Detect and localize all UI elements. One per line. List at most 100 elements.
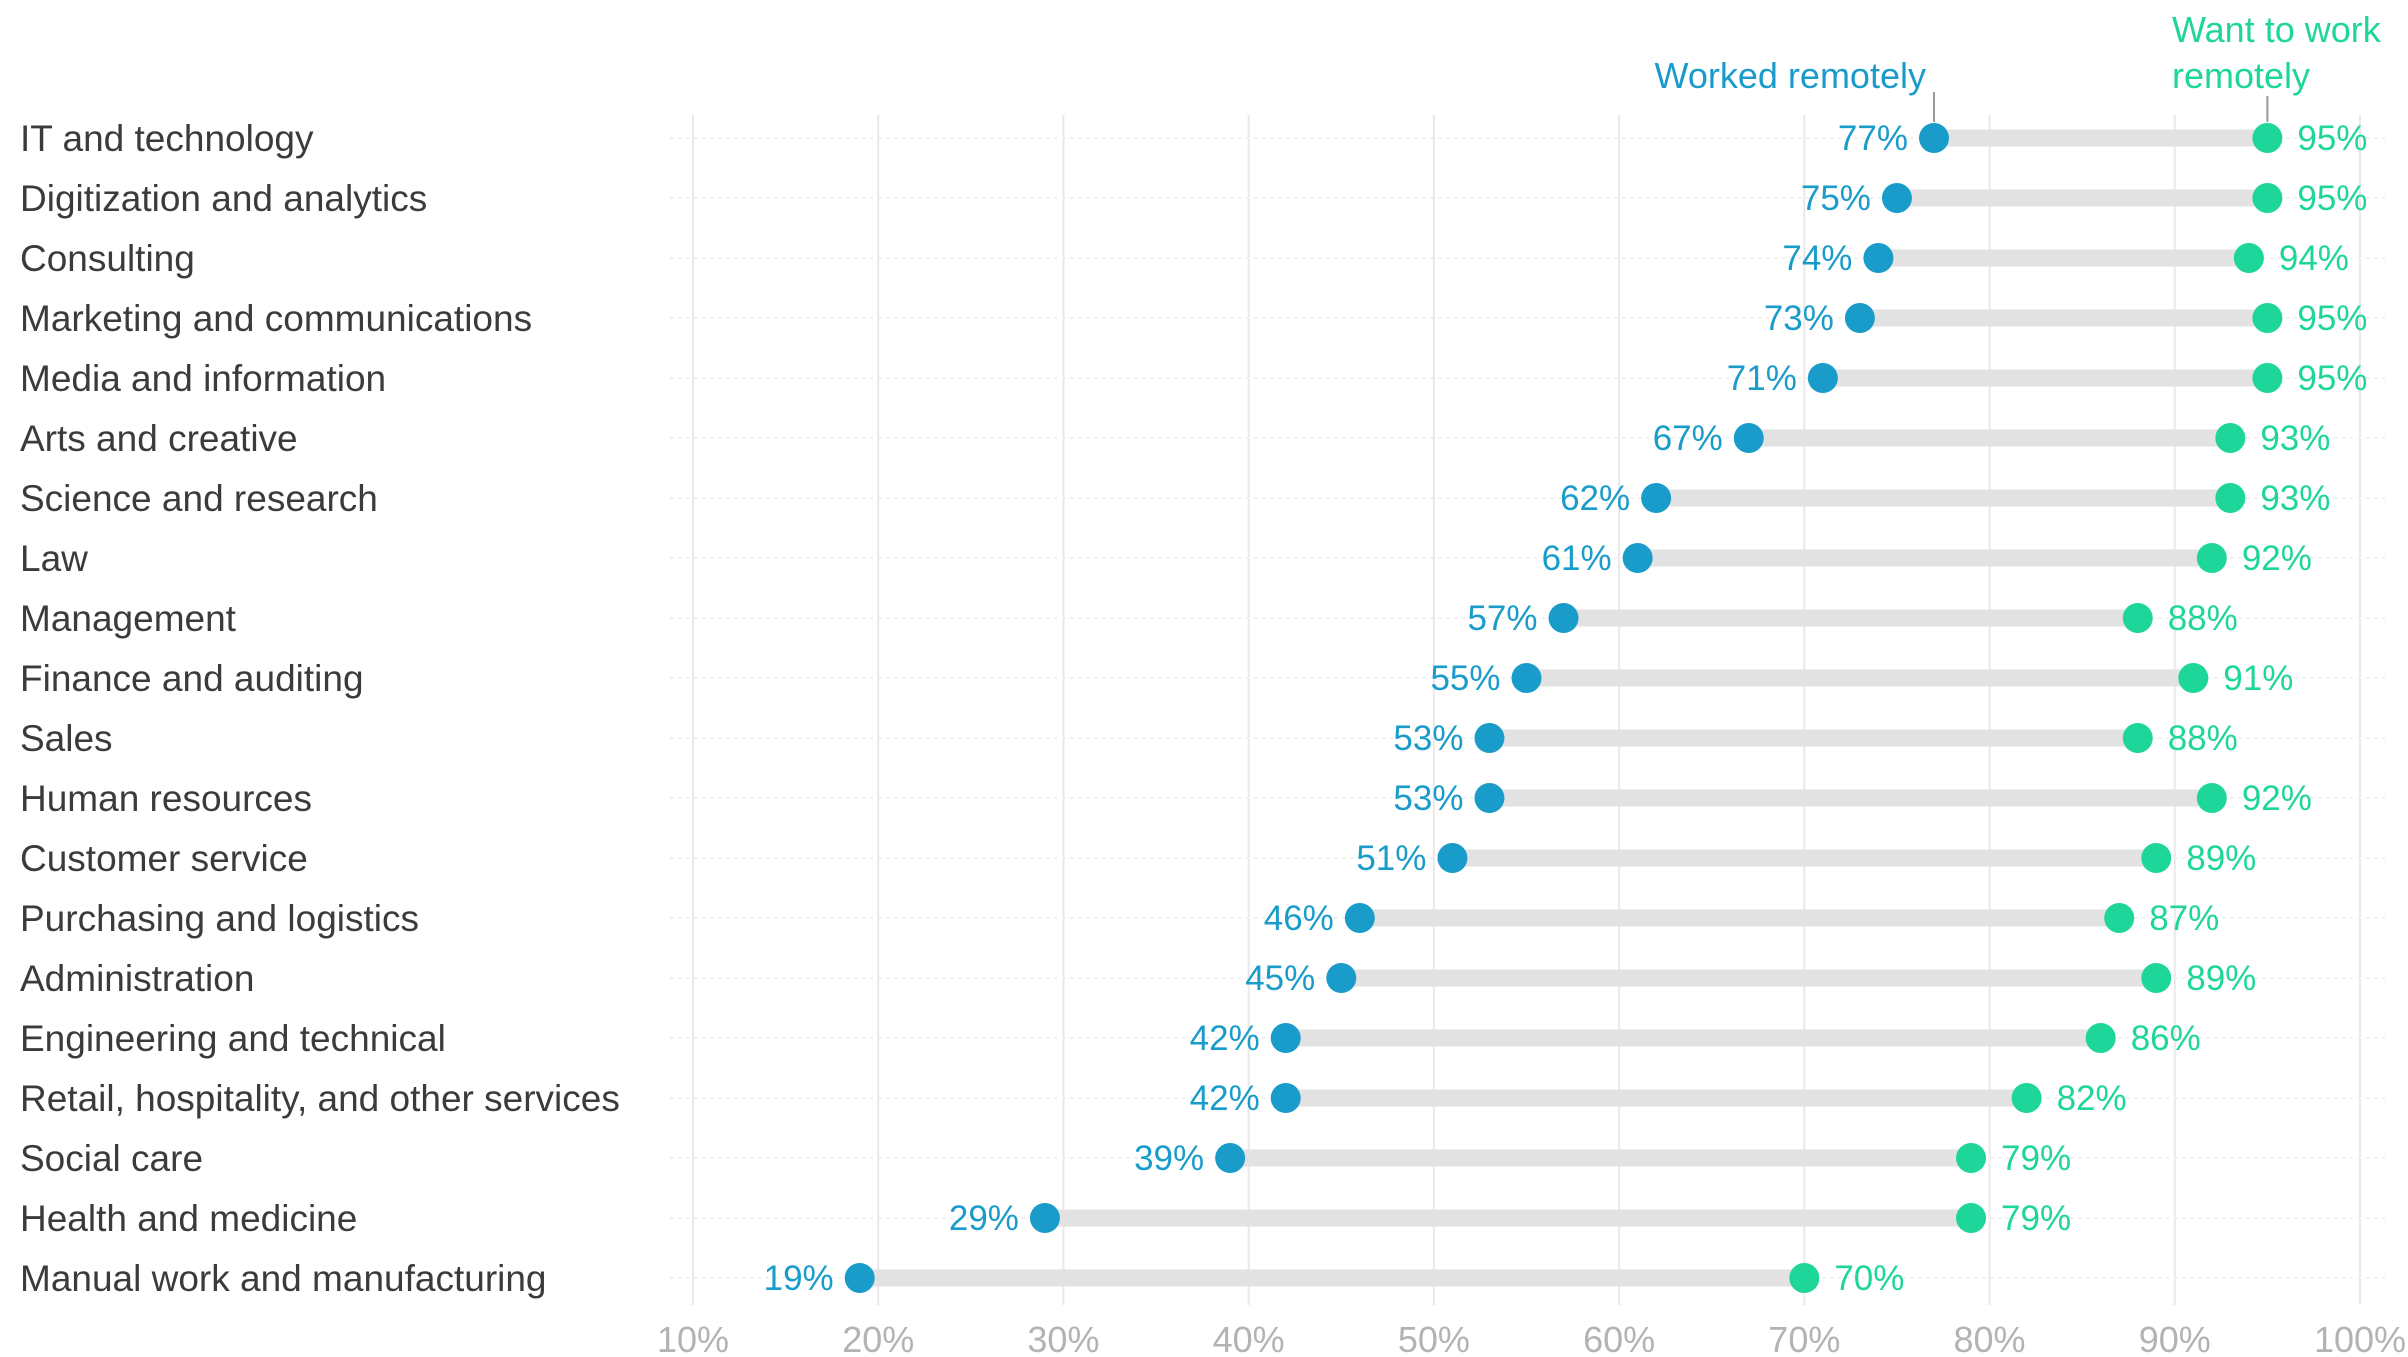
want-point (2252, 303, 2283, 333)
want-value-label: 95% (2297, 179, 2367, 218)
worked-point (1344, 903, 1375, 933)
worked-point (1733, 423, 1764, 453)
want-value-label: 92% (2242, 779, 2312, 818)
want-value-label: 89% (2186, 959, 2256, 998)
worked-point (844, 1263, 875, 1293)
worked-point (1437, 843, 1468, 873)
worked-point (1474, 723, 1505, 753)
gridlines (692, 115, 2361, 1305)
x-tick-label: 80% (1954, 1319, 2026, 1357)
worked-value-label: 57% (1467, 599, 1537, 638)
want-point (1789, 1263, 1820, 1293)
want-point (2215, 423, 2246, 453)
worked-value-label: 62% (1560, 479, 1630, 518)
worked-value-label: 53% (1393, 719, 1463, 758)
want-value-label: 94% (2279, 239, 2349, 278)
x-tick-label: 20% (842, 1319, 914, 1357)
worked-value-label: 61% (1542, 539, 1612, 578)
worked-value-label: 19% (764, 1259, 834, 1298)
category-label: Science and research (20, 478, 378, 519)
category-label: Health and medicine (20, 1198, 357, 1239)
worked-point (1918, 123, 1949, 153)
worked-value-label: 67% (1653, 419, 1723, 458)
worked-value-label: 75% (1801, 179, 1871, 218)
want-point (2196, 783, 2227, 813)
want-value-label: 82% (2057, 1079, 2127, 1118)
worked-value-label: 39% (1134, 1139, 1204, 1178)
category-label: Social care (20, 1138, 203, 1179)
category-label: Human resources (20, 778, 312, 819)
worked-point (1548, 603, 1579, 633)
want-point (2233, 243, 2264, 273)
x-tick-label: 50% (1398, 1319, 1470, 1357)
worked-point (1270, 1083, 1301, 1113)
x-axis-ticks: 10% 20% 30% 40% 50% 60% 70% 80% 90% 100% (657, 1319, 2406, 1357)
x-tick-label: 100% (2314, 1319, 2406, 1357)
want-value-label: 88% (2168, 599, 2238, 638)
want-point (2178, 663, 2209, 693)
x-tick-label: 60% (1583, 1319, 1655, 1357)
x-tick-label: 70% (1768, 1319, 1840, 1357)
worked-point (1326, 963, 1357, 993)
want-point (1956, 1203, 1987, 1233)
category-label: Administration (20, 958, 254, 999)
want-point (2141, 843, 2172, 873)
worked-value-label: 53% (1393, 779, 1463, 818)
want-value-label: 79% (2001, 1139, 2071, 1178)
want-point (2122, 723, 2153, 753)
legend-want-line-2: remotely (2172, 55, 2310, 96)
want-value-label: 95% (2297, 299, 2367, 338)
x-tick-label: 90% (2139, 1319, 2211, 1357)
category-label: Engineering and technical (20, 1018, 446, 1059)
want-value-label: 86% (2131, 1019, 2201, 1058)
worked-point (1807, 363, 1838, 393)
worked-value-label: 29% (949, 1199, 1019, 1238)
category-label: Manual work and manufacturing (20, 1258, 547, 1299)
want-value-label: 70% (1834, 1259, 1904, 1298)
legend: Worked remotely Want to work remotely (1655, 9, 2382, 122)
worked-value-label: 74% (1782, 239, 1852, 278)
worked-value-label: 77% (1838, 119, 1908, 158)
want-point (2252, 363, 2283, 393)
category-label: Retail, hospitality, and other services (20, 1078, 620, 1119)
want-point (2104, 903, 2135, 933)
x-tick-label: 40% (1213, 1319, 1285, 1357)
category-label: Media and information (20, 358, 386, 399)
x-tick-label: 10% (657, 1319, 729, 1357)
want-value-label: 89% (2186, 839, 2256, 878)
category-label: Consulting (20, 238, 195, 279)
want-value-label: 79% (2001, 1199, 2071, 1238)
worked-value-label: 73% (1764, 299, 1834, 338)
worked-value-label: 45% (1245, 959, 1315, 998)
legend-worked-remotely: Worked remotely (1655, 55, 1926, 96)
want-value-label: 95% (2297, 119, 2367, 158)
want-point (2011, 1083, 2042, 1113)
want-value-label: 93% (2260, 479, 2330, 518)
want-point (1956, 1143, 1987, 1173)
category-label: Law (20, 538, 88, 579)
want-value-label: 91% (2223, 659, 2293, 698)
worked-point (1863, 243, 1894, 273)
want-value-label: 87% (2149, 899, 2219, 938)
category-label: IT and technology (20, 118, 314, 159)
category-label: Marketing and communications (20, 298, 532, 339)
worked-point (1270, 1023, 1301, 1053)
worked-point (1641, 483, 1672, 513)
worked-point (1511, 663, 1542, 693)
category-label: Customer service (20, 838, 308, 879)
worked-point (1622, 543, 1653, 573)
worked-point (1844, 303, 1875, 333)
worked-value-label: 55% (1430, 659, 1500, 698)
category-label: Digitization and analytics (20, 178, 427, 219)
want-value-label: 88% (2168, 719, 2238, 758)
worked-point (1881, 183, 1912, 213)
want-value-label: 92% (2242, 539, 2312, 578)
category-label: Purchasing and logistics (20, 898, 419, 939)
legend-want-line-1: Want to work (2172, 9, 2382, 50)
worked-value-label: 42% (1190, 1079, 1260, 1118)
worked-value-label: 51% (1356, 839, 1426, 878)
want-point (2141, 963, 2172, 993)
category-label: Sales (20, 718, 113, 759)
worked-point (1029, 1203, 1060, 1233)
category-label: Finance and auditing (20, 658, 364, 699)
